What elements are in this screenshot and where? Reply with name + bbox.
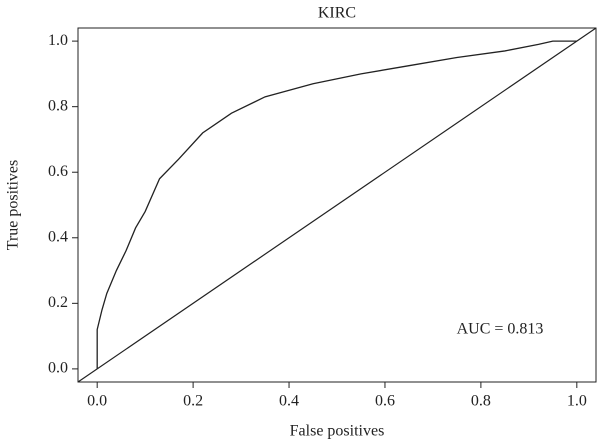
annotation: AUC = 0.813 xyxy=(457,321,544,338)
x-tick-label: 0.8 xyxy=(471,393,491,410)
x-tick-label: 0.0 xyxy=(87,393,107,410)
plot-frame xyxy=(77,27,597,383)
x-tick-label: 1.0 xyxy=(567,393,587,410)
y-tick-label: 0.8 xyxy=(48,97,68,114)
y-tick-label: 0.0 xyxy=(48,360,68,377)
reference-line xyxy=(78,28,596,382)
x-tick-label: 0.2 xyxy=(183,393,203,410)
y-tick-label: 0.2 xyxy=(48,294,68,311)
chart-title: KIRC xyxy=(318,5,356,22)
x-tick-label: 0.6 xyxy=(375,393,395,410)
y-tick-label: 0.6 xyxy=(48,163,68,180)
x-axis-label: False positives xyxy=(290,423,385,440)
y-tick-label: 1.0 xyxy=(48,32,68,49)
y-axis-label: True positives xyxy=(5,160,22,251)
roc-curve xyxy=(96,40,577,369)
y-tick-label: 0.4 xyxy=(48,228,68,245)
x-tick-label: 0.4 xyxy=(279,393,299,410)
